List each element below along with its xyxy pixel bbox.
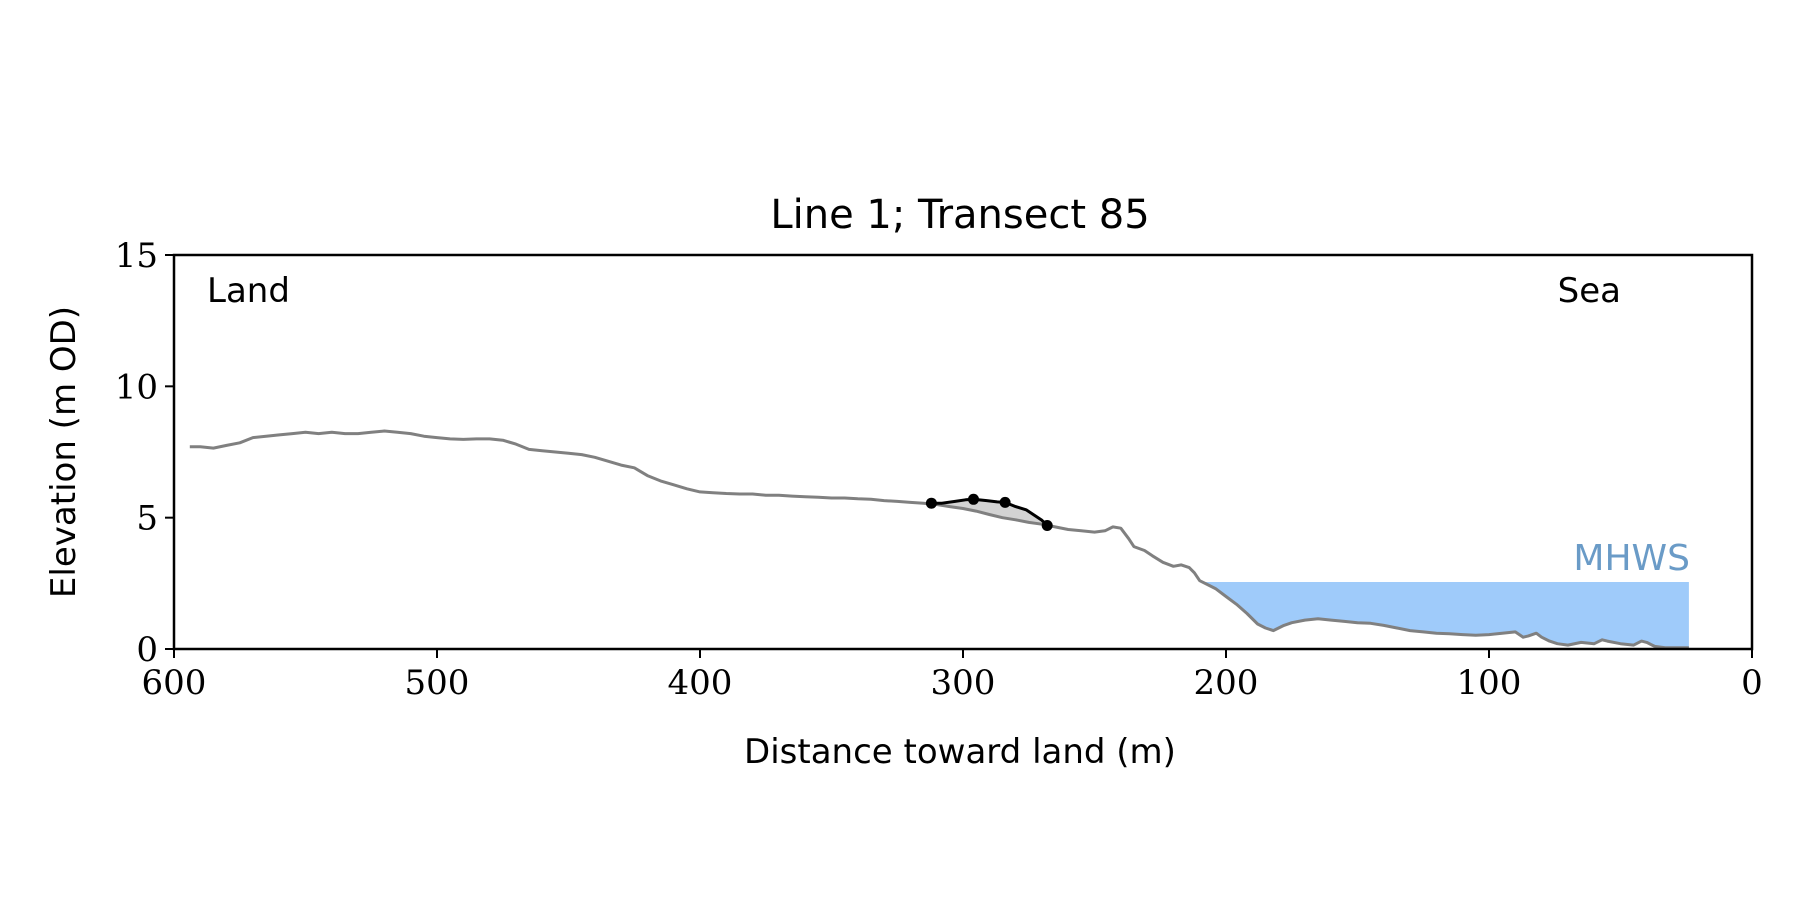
x-tick-label: 300 — [931, 663, 996, 703]
mhws-label: MHWS — [1573, 538, 1690, 579]
feature-points — [925, 493, 1053, 531]
sea-annotation: Sea — [1558, 271, 1621, 311]
feature-line — [931, 497, 1049, 527]
feature-point-0 — [925, 497, 937, 509]
feature-point-1 — [968, 493, 979, 505]
chart-title: Line 1; Transect 85 — [770, 192, 1149, 238]
x-tick-label: 600 — [142, 663, 207, 703]
y-tick-label: 10 — [115, 367, 158, 407]
x-tick-label: 200 — [1194, 663, 1259, 703]
y-tick-label: 5 — [136, 499, 158, 539]
y-axis-label: Elevation (m OD) — [44, 306, 84, 598]
y-tick-label: 0 — [136, 630, 158, 670]
x-axis-label: Distance toward land (m) — [744, 732, 1176, 772]
elevation-profile-line — [189, 429, 1689, 650]
x-axis: 600 500 400 300 200 100 0 — [142, 649, 1763, 703]
y-axis: 0 5 10 15 — [115, 236, 174, 670]
feature-point-3 — [1041, 520, 1053, 531]
x-tick-label: 100 — [1457, 663, 1522, 703]
x-tick-label: 400 — [668, 663, 733, 703]
x-tick-label: 0 — [1741, 663, 1763, 703]
x-tick-label: 500 — [405, 663, 470, 703]
y-tick-label: 15 — [115, 236, 158, 276]
water-area — [1205, 582, 1689, 648]
land-annotation: Land — [207, 271, 290, 311]
feature-point-2 — [999, 496, 1011, 508]
